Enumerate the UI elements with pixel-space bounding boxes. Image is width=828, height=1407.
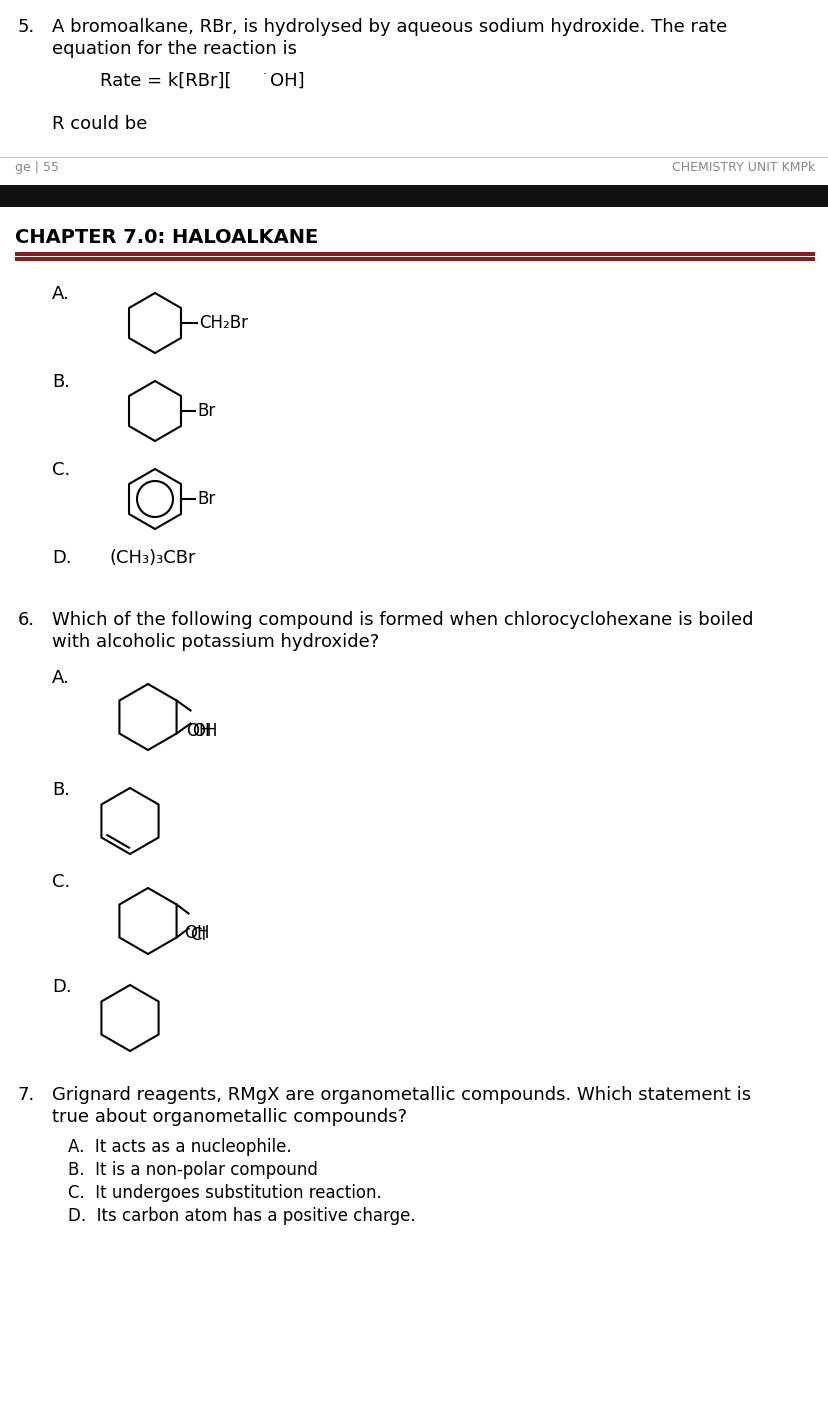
Text: D.  Its carbon atom has a positive charge.: D. Its carbon atom has a positive charge… [68,1207,415,1225]
Text: A.: A. [52,286,70,303]
Text: Which of the following compound is formed when chlorocyclohexane is boiled: Which of the following compound is forme… [52,611,753,629]
Text: C.: C. [52,872,70,891]
Text: Br: Br [197,402,215,421]
Text: C.  It undergoes substitution reaction.: C. It undergoes substitution reaction. [68,1185,381,1202]
Text: Rate = k[RBr][: Rate = k[RBr][ [100,72,231,90]
Text: D.: D. [52,549,71,567]
Text: equation for the reaction is: equation for the reaction is [52,39,296,58]
Text: A bromoalkane, RBr, is hydrolysed by aqueous sodium hydroxide. The rate: A bromoalkane, RBr, is hydrolysed by aqu… [52,18,726,37]
Text: D.: D. [52,978,71,996]
Text: Grignard reagents, RMgX are organometallic compounds. Which statement is: Grignard reagents, RMgX are organometall… [52,1086,750,1104]
Text: ·: · [262,68,267,82]
Text: (CH₃)₃CBr: (CH₃)₃CBr [110,549,196,567]
Text: ge | 55: ge | 55 [15,160,59,174]
Text: with alcoholic potassium hydroxide?: with alcoholic potassium hydroxide? [52,633,378,651]
Text: Br: Br [197,490,215,508]
Text: CH₂Br: CH₂Br [199,314,248,332]
Text: CHEMISTRY UNIT KMPk: CHEMISTRY UNIT KMPk [671,160,814,174]
Text: 5.: 5. [18,18,36,37]
Text: B.: B. [52,373,70,391]
Text: A.: A. [52,668,70,687]
Text: OH: OH [186,723,212,740]
Text: A.  It acts as a nucleophile.: A. It acts as a nucleophile. [68,1138,291,1157]
Text: 7.: 7. [18,1086,36,1104]
Text: B.: B. [52,781,70,799]
Text: OH]: OH] [270,72,304,90]
Bar [0,184,828,207]
Bar [15,252,814,256]
Text: CHAPTER 7.0: HALOALKANE: CHAPTER 7.0: HALOALKANE [15,228,318,248]
Text: R could be: R could be [52,115,147,134]
Text: C.: C. [52,461,70,478]
Bar [15,257,814,262]
Text: OH: OH [192,722,218,740]
Text: B.  It is a non-polar compound: B. It is a non-polar compound [68,1161,317,1179]
Text: true about organometallic compounds?: true about organometallic compounds? [52,1107,407,1126]
Text: Cl: Cl [190,926,206,944]
Text: 6.: 6. [18,611,35,629]
Text: OH: OH [185,924,209,943]
